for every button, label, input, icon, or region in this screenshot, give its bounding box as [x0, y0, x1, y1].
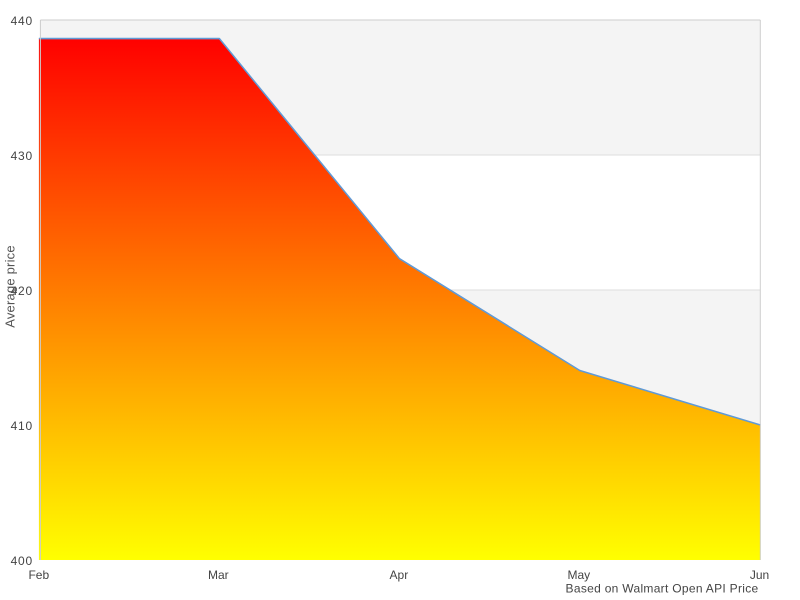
svg-text:Mar: Mar [208, 568, 229, 582]
svg-text:Jun: Jun [750, 568, 769, 582]
svg-text:420: 420 [11, 284, 33, 298]
svg-text:Based on Walmart Open API Pric: Based on Walmart Open API Price [566, 582, 759, 596]
svg-text:Apr: Apr [390, 568, 409, 582]
svg-text:Feb: Feb [28, 568, 49, 582]
svg-text:Average price: Average price [3, 245, 18, 328]
svg-text:410: 410 [11, 419, 33, 433]
svg-text:400: 400 [11, 554, 33, 568]
svg-text:May: May [567, 568, 590, 582]
svg-text:430: 430 [11, 149, 33, 163]
svg-text:440: 440 [11, 14, 33, 28]
